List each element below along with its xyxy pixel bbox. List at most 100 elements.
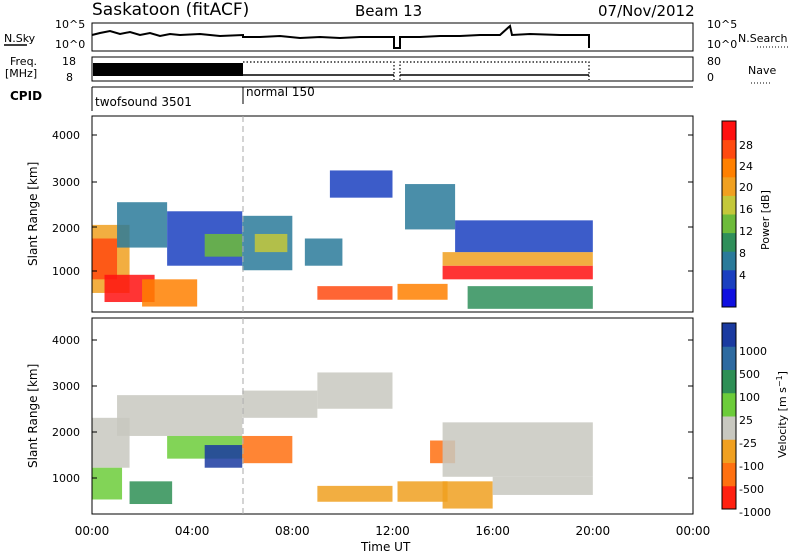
power-cbar-tick-16: 16 — [739, 203, 753, 216]
velocity-yticks: 1000 2000 3000 4000 — [52, 334, 693, 485]
freq-label-2: [MHz] — [5, 67, 37, 80]
velocity-colorbar-swatch — [722, 462, 736, 487]
velocity-region — [397, 481, 448, 502]
time-axis-label: Time UT — [360, 540, 411, 554]
power-region — [329, 170, 393, 198]
velocity-colorbar-swatch — [722, 323, 736, 347]
power-cbar-tick-20: 20 — [739, 181, 753, 194]
velocity-frame — [91, 317, 694, 515]
time-tick-3: 12:00 — [375, 524, 410, 538]
velocity-colorbar-swatch — [722, 369, 736, 394]
velocity-cbar-label: Velocity [m s−1] — [775, 371, 789, 458]
velocity-colorbar-swatch — [722, 392, 736, 417]
power-cbar-label: Power [dB] — [759, 190, 772, 250]
velocity-panel: 1000 2000 3000 4000 Slant Range [km] 100… — [26, 317, 789, 519]
power-region — [204, 233, 243, 257]
vel-cbar-tick-m25: -25 — [739, 437, 757, 450]
nsky-tick-top: 10^5 — [55, 18, 85, 31]
vel-cbar-tick-1000: 1000 — [739, 345, 767, 358]
nsky-label: N.Sky — [4, 32, 36, 45]
velocity-colorbar-swatch — [722, 416, 736, 440]
vel-ytick-2000: 2000 — [52, 426, 80, 439]
power-region — [455, 220, 593, 253]
power-colorbar-swatch — [722, 214, 736, 234]
velocity-region — [317, 485, 393, 502]
freq-dense-block — [93, 63, 243, 76]
velocity-colorbar-swatch — [722, 439, 736, 463]
vel-cbar-tick-m100: -100 — [739, 460, 764, 473]
nsky-strip: N.Sky 10^5 10^0 N.Search 10^5 10^0 — [4, 18, 789, 52]
freq-tick-bottom: 8 — [66, 71, 73, 84]
power-cbar-tick-24: 24 — [739, 160, 753, 173]
cpid-segment-1: twofsound 3501 — [95, 95, 192, 109]
cpid-segment-2: normal 150 — [246, 85, 315, 99]
power-region — [397, 283, 448, 300]
time-tick-0: 00:00 — [75, 524, 110, 538]
power-region — [317, 286, 393, 300]
power-ytick-2000: 2000 — [52, 222, 80, 235]
power-region — [467, 286, 593, 309]
vel-cbar-tick-25: 25 — [739, 414, 753, 427]
nsearch-tick-top: 10^5 — [707, 18, 737, 31]
power-cbar-tick-28: 28 — [739, 139, 753, 152]
velocity-colorbar — [721, 322, 737, 510]
velocity-region — [317, 372, 393, 409]
nsky-tick-bottom: 10^0 — [55, 38, 85, 51]
nsearch-label: N.Search — [738, 32, 788, 45]
velocity-region — [204, 445, 243, 468]
freq-strip: Freq. [MHz] 18 8 80 0 Nave — [5, 55, 776, 84]
power-region — [405, 184, 456, 230]
time-axis: 00:00 04:00 08:00 12:00 16:00 20:00 00:0… — [75, 524, 711, 554]
velocity-region — [92, 467, 123, 500]
power-region — [92, 238, 118, 280]
vel-ytick-3000: 3000 — [52, 380, 80, 393]
velocity-colorbar-swatch — [722, 346, 736, 370]
power-colorbar-swatch — [722, 158, 736, 178]
time-tick-5: 20:00 — [576, 524, 611, 538]
power-colorbar-swatch — [722, 176, 736, 196]
velocity-colorbar-swatch — [722, 485, 736, 510]
nave-tick-bottom: 0 — [707, 71, 714, 84]
velocity-region — [129, 481, 173, 505]
power-region — [142, 279, 198, 307]
nave-dotted — [243, 61, 590, 80]
vel-cbar-tick-500: 500 — [739, 368, 760, 381]
velocity-colorbar-ticks: 1000 500 100 25 -25 -100 -500 -1000 — [739, 345, 771, 519]
vel-cbar-tick-m1000: -1000 — [739, 506, 771, 519]
power-colorbar-frame — [721, 120, 737, 308]
power-region — [117, 202, 168, 248]
vel-cbar-tick-m500: -500 — [739, 483, 764, 496]
vel-cbar-tick-100: 100 — [739, 391, 760, 404]
power-ylabel: Slant Range [km] — [26, 162, 40, 266]
nave-tick-top: 80 — [707, 55, 721, 68]
velocity-colorbar-frame — [721, 322, 737, 510]
power-heatmap — [92, 170, 593, 309]
power-cbar-tick-8: 8 — [739, 247, 746, 260]
power-region — [442, 252, 593, 266]
station-title: Saskatoon (fitACF) — [92, 0, 249, 20]
power-colorbar — [721, 120, 737, 308]
power-region — [254, 233, 288, 253]
power-ytick-4000: 4000 — [52, 129, 80, 142]
time-tick-4: 16:00 — [475, 524, 510, 538]
freq-label-1: Freq. — [10, 55, 37, 68]
velocity-region — [442, 481, 493, 509]
power-colorbar-ticks: 28 24 20 16 12 8 4 — [739, 139, 753, 282]
power-ytick-1000: 1000 — [52, 265, 80, 278]
velocity-region — [242, 390, 318, 418]
power-frame — [91, 115, 694, 313]
power-colorbar-swatch — [722, 139, 736, 159]
vel-ytick-4000: 4000 — [52, 334, 80, 347]
velocity-ylabel: Slant Range [km] — [26, 364, 40, 468]
velocity-region — [117, 395, 243, 436]
power-colorbar-swatch — [722, 195, 736, 215]
freq-frame — [91, 56, 694, 82]
date-title: 07/Nov/2012 — [598, 2, 695, 20]
vel-ytick-1000: 1000 — [52, 472, 80, 485]
velocity-region — [492, 476, 593, 495]
power-colorbar-swatch — [722, 288, 736, 308]
power-yticks: 1000 2000 3000 4000 — [52, 129, 693, 278]
time-tick-2: 08:00 — [275, 524, 310, 538]
nsky-frame — [91, 22, 694, 52]
